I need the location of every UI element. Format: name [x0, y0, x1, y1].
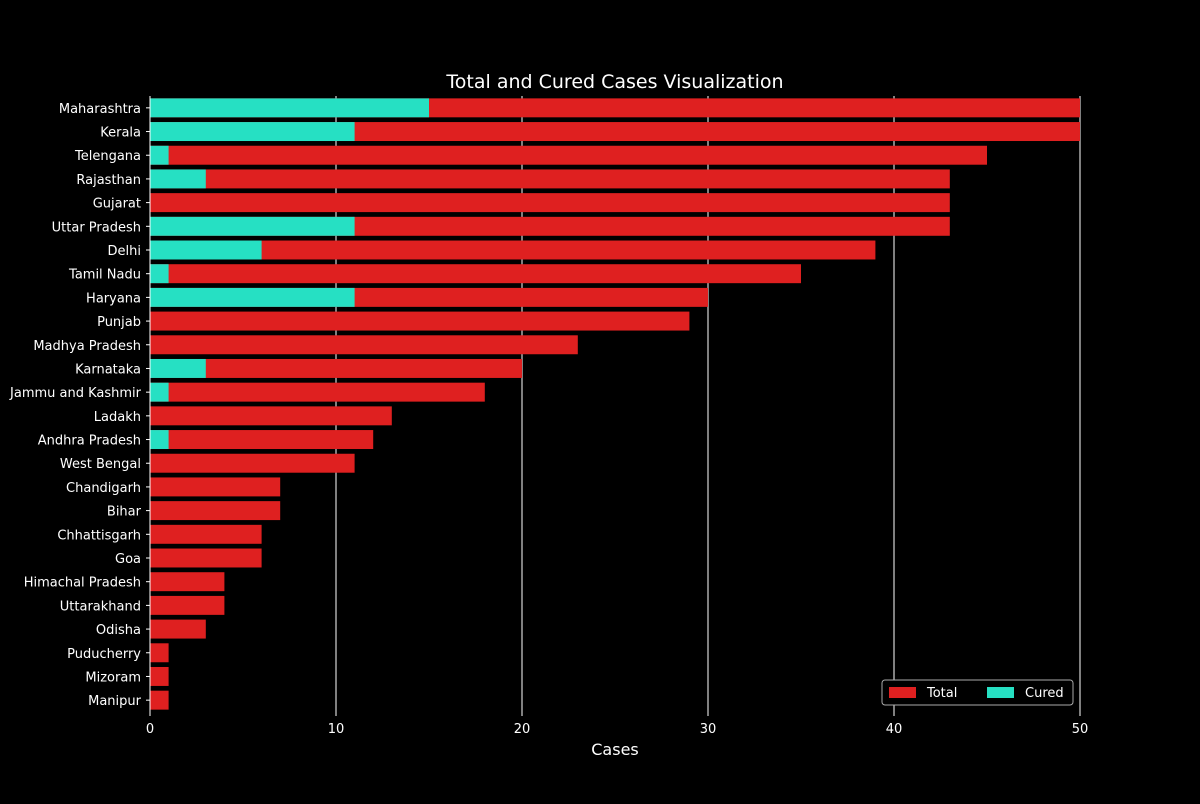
- y-tick-label: Karnataka: [75, 362, 141, 377]
- y-tick-label: Ladakh: [94, 410, 141, 425]
- bar-cured-rajasthan: [150, 169, 206, 189]
- bar-cured-kerala: [150, 122, 355, 142]
- x-tick-label: 20: [514, 722, 531, 737]
- bar-total-rajasthan: [150, 169, 950, 189]
- chart-title: Total and Cured Cases Visualization: [445, 71, 783, 93]
- bars: [150, 98, 1080, 710]
- y-tick-label: Delhi: [108, 244, 141, 259]
- bar-total-gujarat: [150, 193, 950, 213]
- bar-total-west-bengal: [150, 453, 355, 473]
- y-tick-label: Kerala: [100, 126, 141, 141]
- legend-swatch-total: [889, 687, 916, 698]
- y-tick-label: Rajasthan: [76, 173, 141, 188]
- legend-label-cured: Cured: [1025, 686, 1064, 701]
- y-tick-label: Bihar: [107, 505, 142, 520]
- bar-total-jammu-and-kashmir: [150, 382, 485, 402]
- x-tick-label: 40: [886, 722, 903, 737]
- y-tick-label: Chandigarh: [66, 481, 141, 496]
- bar-total-goa: [150, 548, 262, 568]
- bar-total-tamil-nadu: [150, 264, 801, 284]
- y-tick-label: Andhra Pradesh: [38, 434, 141, 449]
- bar-total-mizoram: [150, 666, 169, 686]
- y-tick-label: Uttarakhand: [60, 599, 141, 614]
- legend-label-total: Total: [926, 686, 957, 701]
- bar-cured-tamil-nadu: [150, 264, 169, 284]
- axes: Maharashtra Kerala Telengana Rajasthan Gujar…: [9, 96, 1088, 737]
- bar-total-kerala: [150, 122, 1080, 142]
- y-tick-label: Himachal Pradesh: [24, 576, 141, 591]
- bar-total-punjab: [150, 311, 690, 331]
- bar-total-karnataka: [150, 358, 522, 378]
- legend: Total Cured: [881, 679, 1074, 706]
- bar-total-telengana: [150, 145, 987, 165]
- y-tick-label: Telengana: [74, 149, 141, 164]
- x-tick-label: 50: [1072, 722, 1089, 737]
- y-tick-label: Odisha: [96, 623, 141, 638]
- x-axis-label: Cases: [591, 740, 639, 759]
- bar-total-chandigarh: [150, 477, 281, 497]
- bar-total-madhya-pradesh: [150, 335, 578, 355]
- y-tick-label: Tamil Nadu: [68, 268, 141, 283]
- y-tick-label: Punjab: [97, 315, 141, 330]
- y-tick-label: Manipur: [88, 694, 142, 709]
- bar-cured-haryana: [150, 287, 355, 307]
- y-tick-label: Uttar Pradesh: [52, 220, 141, 235]
- y-tick-label: West Bengal: [60, 457, 141, 472]
- bar-total-bihar: [150, 501, 281, 521]
- bar-cured-andhra-pradesh: [150, 430, 169, 450]
- bar-cured-jammu-and-kashmir: [150, 382, 169, 402]
- bar-total-uttarakhand: [150, 595, 225, 615]
- bar-total-delhi: [150, 240, 876, 260]
- y-tick-label: Chhattisgarh: [57, 528, 141, 543]
- bar-total-himachal-pradesh: [150, 572, 225, 592]
- y-tick-label: Madhya Pradesh: [33, 339, 141, 354]
- y-tick-label: Puducherry: [67, 647, 141, 662]
- bar-cured-maharashtra: [150, 98, 429, 118]
- y-tick-label: Goa: [115, 552, 141, 567]
- bar-cured-delhi: [150, 240, 262, 260]
- bar-cured-karnataka: [150, 358, 206, 378]
- bar-total-chhattisgarh: [150, 524, 262, 544]
- y-tick-label: Jammu and Kashmir: [9, 386, 142, 401]
- bar-total-manipur: [150, 690, 169, 710]
- bar-cured-uttar-pradesh: [150, 216, 355, 236]
- y-tick-label: Haryana: [86, 291, 141, 306]
- legend-swatch-cured: [987, 687, 1014, 698]
- bar-total-puducherry: [150, 643, 169, 663]
- x-tick-label: 30: [700, 722, 717, 737]
- legend-box: [881, 679, 1074, 706]
- bar-cured-telengana: [150, 145, 169, 165]
- y-tick-label: Maharashtra: [59, 102, 141, 117]
- x-tick-label: 0: [146, 722, 154, 737]
- y-tick-label: Gujarat: [93, 197, 141, 212]
- bar-total-odisha: [150, 619, 206, 639]
- x-tick-label: 10: [328, 722, 345, 737]
- bar-total-andhra-pradesh: [150, 430, 374, 450]
- bar-total-ladakh: [150, 406, 392, 426]
- y-tick-label: Mizoram: [85, 670, 141, 685]
